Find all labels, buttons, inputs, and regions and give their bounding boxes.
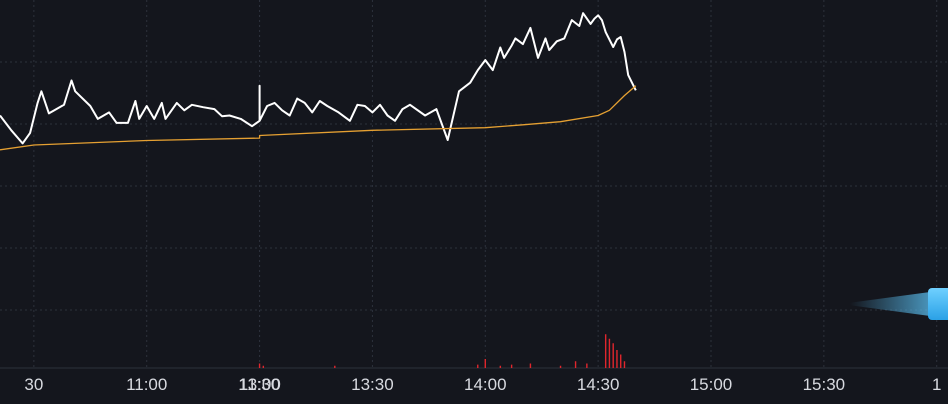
volume-bar	[477, 364, 479, 368]
volume-bar	[484, 359, 486, 368]
x-tick-label: 13:30	[351, 375, 394, 394]
volume-bar	[616, 350, 618, 368]
x-tick-label: 15:30	[803, 375, 846, 394]
volume-bar	[608, 338, 611, 368]
x-tick-label: 1	[932, 375, 941, 394]
volume-bar	[586, 363, 588, 368]
volume-bar	[574, 361, 577, 368]
volume-bar	[604, 334, 607, 368]
panel-toggle-handle[interactable]	[928, 288, 948, 320]
x-tick-label: 15:00	[690, 375, 733, 394]
chart-grid	[0, 0, 948, 369]
volume-bar	[620, 354, 622, 368]
x-tick-label: 30	[24, 375, 43, 394]
volume-bar	[612, 343, 614, 368]
x-tick-label: 11:30	[239, 375, 280, 394]
x-tick-label: 14:30	[577, 375, 620, 394]
x-tick-label: 13:00	[238, 375, 281, 394]
volume-bars	[258, 334, 626, 368]
volume-bar	[334, 365, 336, 368]
volume-bar	[262, 365, 265, 368]
average-price-line	[0, 85, 637, 151]
x-tick-label: 11:00	[126, 375, 167, 394]
price-lines	[0, 12, 637, 151]
volume-bar	[529, 363, 532, 368]
volume-bar	[623, 361, 626, 368]
volume-bar	[258, 363, 261, 368]
volume-bar	[499, 365, 502, 368]
volume-bar	[510, 364, 513, 368]
volume-bar	[559, 365, 562, 368]
x-tick-label: 14:00	[464, 375, 507, 394]
price-line	[0, 12, 637, 145]
